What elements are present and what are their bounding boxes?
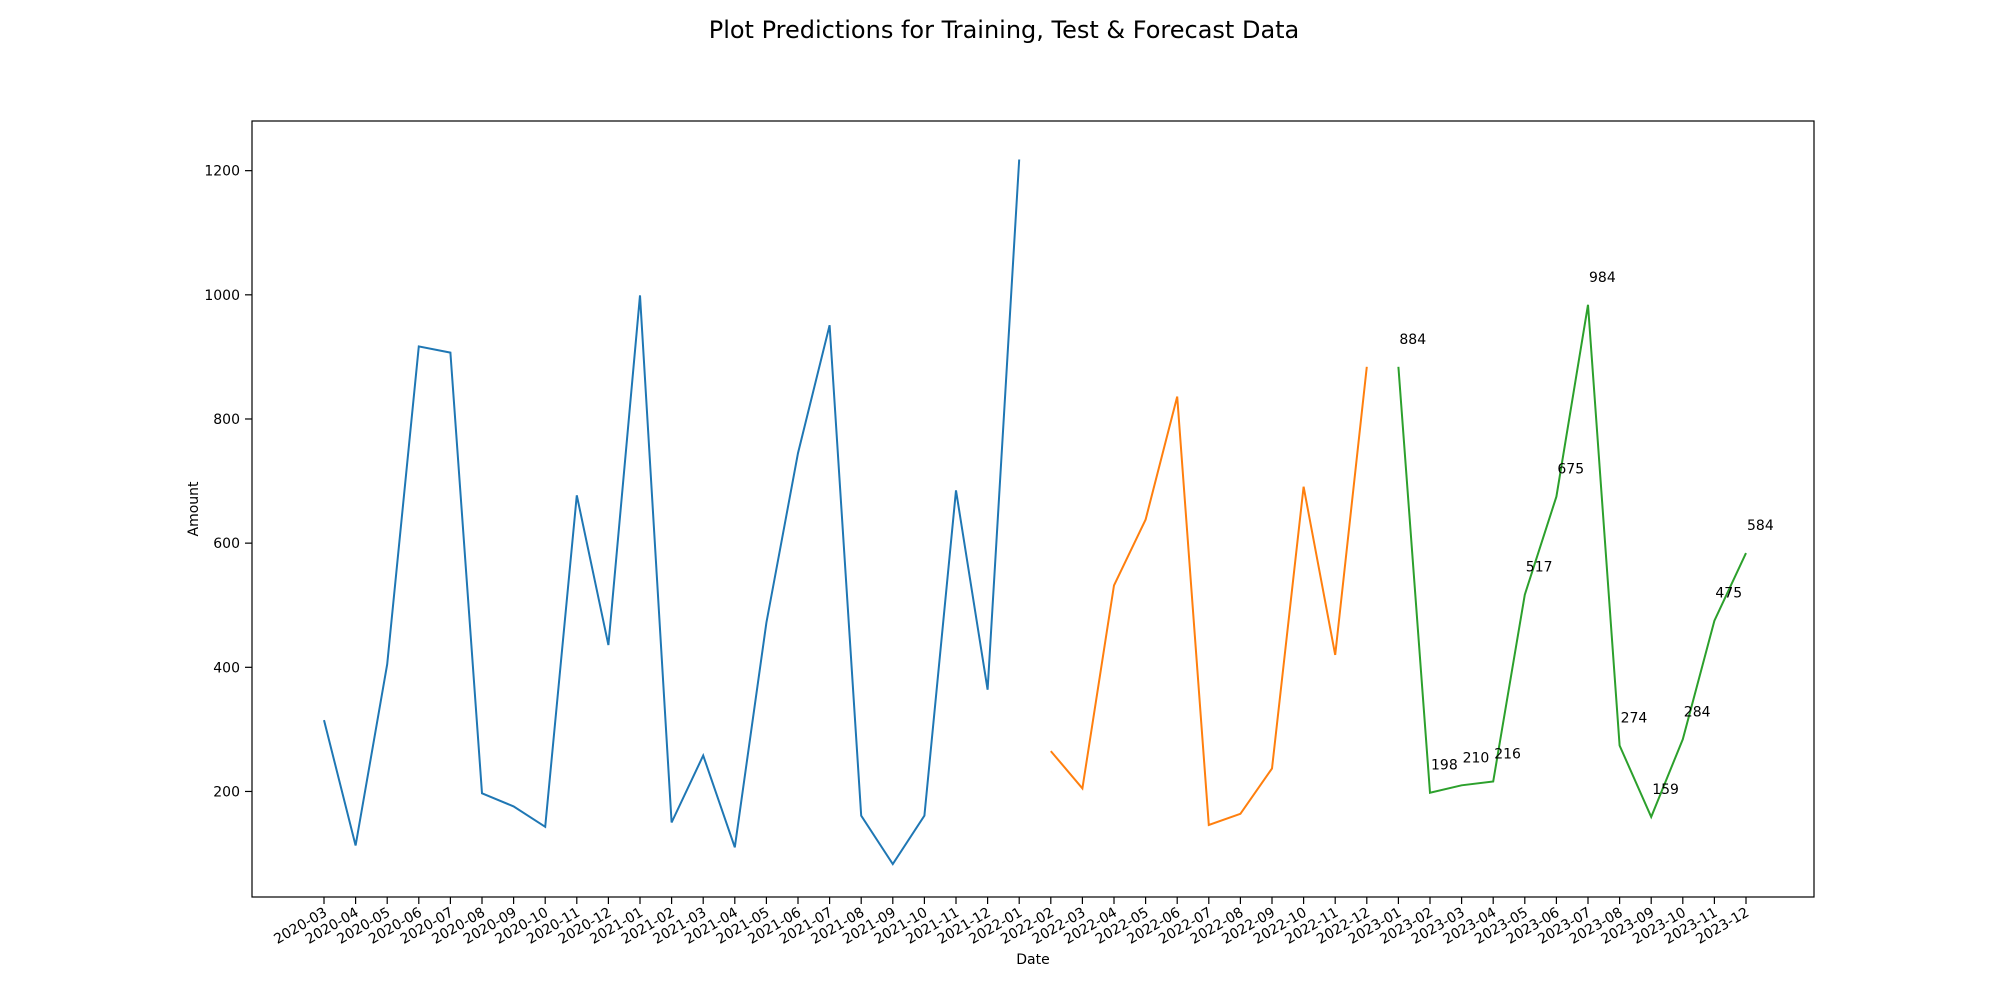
- y-tick-label: 200: [213, 784, 240, 800]
- y-axis-label: Amount: [186, 481, 202, 537]
- y-tick-label: 600: [213, 536, 240, 552]
- data-label: 159: [1652, 782, 1679, 798]
- data-label: 584: [1747, 518, 1774, 534]
- y-tick-label: 800: [213, 412, 240, 428]
- data-label: 884: [1399, 332, 1426, 348]
- chart-title: Plot Predictions for Training, Test & Fo…: [709, 16, 1300, 44]
- data-label: 984: [1589, 270, 1616, 286]
- x-axis: 2020-032020-042020-052020-062020-072020-…: [271, 897, 1752, 948]
- data-label: 284: [1684, 704, 1711, 720]
- series-line-0: [323, 159, 1021, 866]
- data-label: 216: [1494, 747, 1521, 763]
- plot-frame: [251, 120, 1815, 898]
- y-tick-label: 1000: [204, 288, 240, 304]
- x-axis-label: Date: [1016, 952, 1049, 968]
- data-labels: 884 198 210 216 517 675 984 274 159 284 475 584: [1399, 270, 1773, 798]
- y-tick-label: 400: [213, 660, 240, 676]
- data-label: 475: [1715, 586, 1742, 602]
- data-label: 517: [1526, 560, 1553, 576]
- y-tick-label: 1200: [204, 164, 240, 180]
- data-label: 675: [1557, 462, 1584, 478]
- series-layer: [323, 159, 1747, 866]
- series-line-1: [1050, 366, 1368, 827]
- series-line-2: [1397, 304, 1747, 820]
- y-axis: 200 400 600 800 1000 1200: [204, 164, 252, 800]
- data-label: 274: [1621, 711, 1648, 727]
- data-label: 210: [1463, 750, 1490, 766]
- data-label: 198: [1431, 758, 1458, 774]
